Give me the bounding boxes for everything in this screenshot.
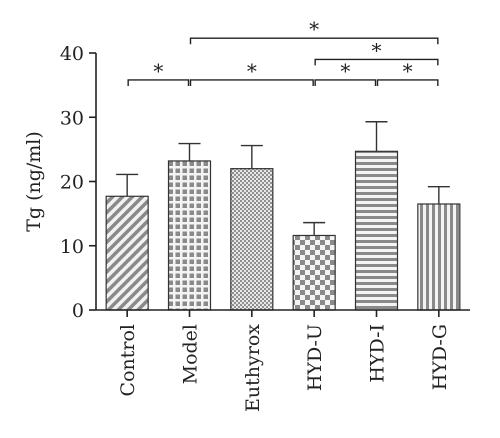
x-tick-label: Euthyrox	[242, 324, 264, 412]
y-tick-label: 40	[60, 43, 84, 65]
significance-bracket	[127, 79, 190, 86]
significance-star: *	[247, 59, 257, 83]
significance-brackets: * * * * * *	[127, 17, 439, 86]
bar-hyd-u	[292, 234, 336, 311]
significance-star: *	[340, 59, 350, 83]
x-tick-label: HYD-G	[429, 324, 451, 390]
significance-star: *	[309, 17, 319, 41]
significance-bracket	[314, 58, 439, 66]
bar-control	[105, 195, 149, 311]
y-tick-label: 10	[60, 236, 84, 258]
x-tick-label: HYD-I	[367, 324, 389, 383]
significance-bracket	[376, 79, 439, 86]
error-bars	[116, 121, 450, 236]
significance-bracket	[189, 37, 439, 45]
bar-hyd-i	[354, 150, 399, 311]
y-tick-label: 30	[60, 107, 84, 129]
bar-model	[167, 160, 212, 311]
significance-star: *	[372, 38, 382, 62]
x-tick-label: Model	[180, 324, 202, 384]
y-tick-label: 20	[60, 172, 84, 194]
x-tick-label: Control	[117, 324, 139, 396]
bar-euthyrox	[230, 168, 274, 311]
bar-hyd-g	[417, 203, 461, 311]
x-tick-label: HYD-U	[304, 324, 326, 391]
significance-star: *	[403, 59, 413, 83]
y-ticks: 0 10 20 30 40	[60, 43, 96, 322]
significance-bracket	[314, 79, 377, 86]
y-axis-label: Tg (ng/ml)	[23, 131, 45, 232]
y-tick-label: 0	[72, 300, 84, 322]
significance-bracket	[189, 79, 314, 86]
bars	[105, 150, 461, 311]
x-tick-labels: Control Model Euthyrox HYD-U HYD-I HYD-G	[117, 310, 451, 412]
significance-star: *	[153, 59, 163, 83]
